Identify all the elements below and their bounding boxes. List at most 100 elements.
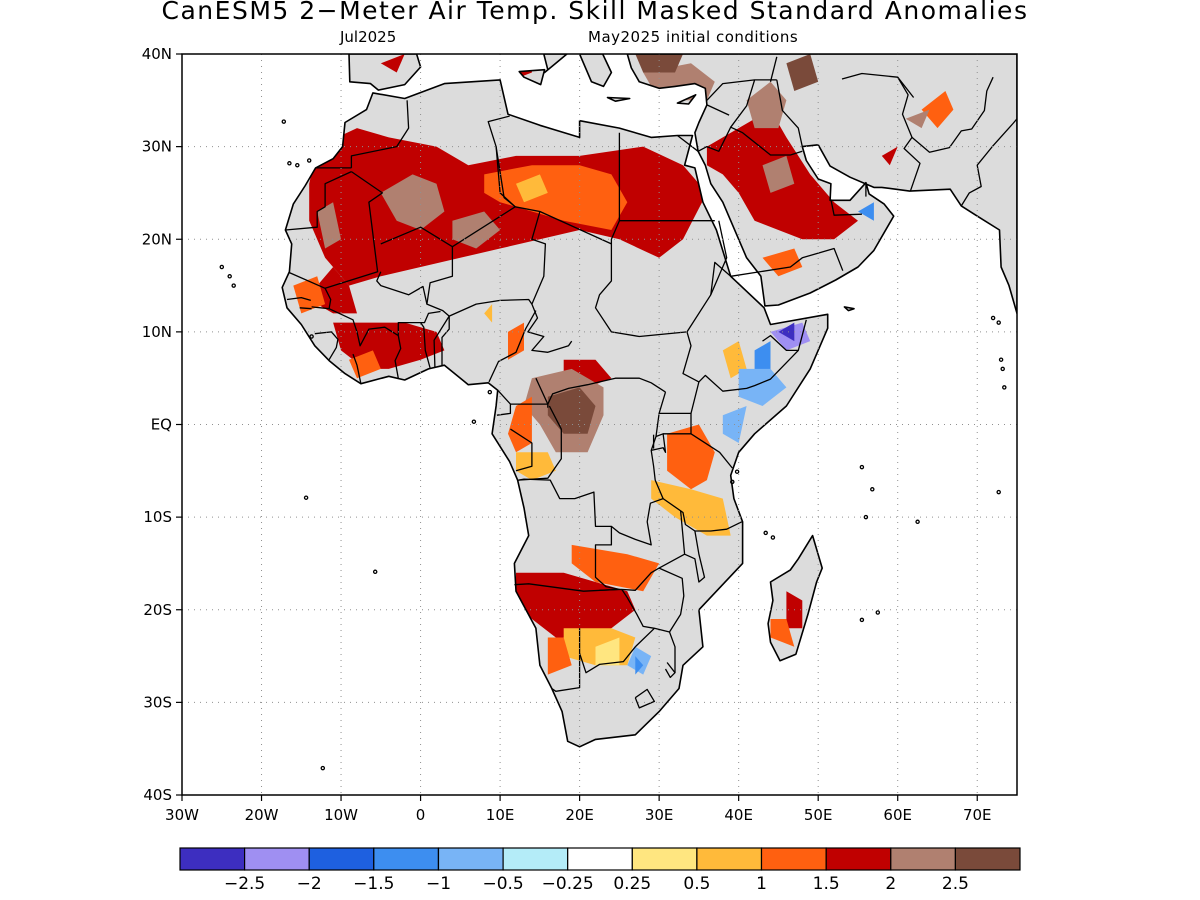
island [303,495,309,500]
country-border [376,271,428,305]
island [471,419,477,424]
lat-label: EQ [151,416,172,434]
country-border [706,79,777,101]
country-border [441,316,450,367]
colorbar-label: −1.5 [353,874,394,894]
island [1000,366,1005,372]
country-border [710,220,728,296]
island [859,464,865,470]
anomaly-region [484,304,493,323]
anomaly-region [635,54,683,73]
anomaly-layer [293,54,954,675]
country-border [841,72,915,98]
country-border [706,104,730,116]
colorbar-swatch [567,847,633,871]
anomaly-region [380,174,445,230]
coastline [518,68,546,86]
colorbar-label: 1.5 [813,874,840,894]
country-border [690,413,733,469]
lon-label: 20W [245,806,279,824]
country-border [328,308,441,347]
land-mass [349,54,421,91]
colorbar-label: −2 [297,874,322,894]
colorbar-swatch [954,847,1021,871]
country-border [285,171,352,231]
island [227,274,232,279]
country-border [488,310,537,383]
island [295,162,300,168]
coastline [281,79,829,748]
anomaly-region [762,155,795,193]
country-border [664,662,676,679]
anomaly-region [516,572,636,638]
anomaly-region [293,276,326,314]
country-border [830,199,862,216]
country-border [314,331,339,361]
anomaly-region [651,480,731,536]
island [231,283,236,288]
country-border [634,688,656,709]
country-border [762,334,799,352]
land-mass [579,54,612,87]
anomaly-region [516,174,548,203]
lat-label: 10N [142,323,172,341]
colorbar-swatch [890,847,956,871]
island [372,569,378,575]
colorbar-swatch [244,847,310,871]
country-border [677,134,699,152]
lat-label: 40S [143,786,172,804]
lon-label: 50E [804,806,833,824]
country-border [394,335,402,379]
anomaly-region [571,544,660,592]
island [320,765,326,771]
lat-label: 20N [142,230,172,248]
island [770,535,776,540]
coastline [676,94,697,105]
island [730,479,735,485]
colorbar-label: −2.5 [224,874,265,894]
lon-label: 10E [486,806,515,824]
island [219,264,225,270]
island [763,530,768,536]
island [870,487,875,492]
coastline [348,54,422,91]
colorbar-label: 0.5 [683,874,710,894]
anomaly-fills [293,54,954,675]
anomaly-region [746,81,787,129]
country-border [527,211,573,353]
lon-label: 20E [565,806,594,824]
map-title: CanESM5 2−Meter Air Temp. Skill Masked S… [161,0,1029,25]
island [915,519,920,525]
anomaly-region [858,202,874,221]
colorbar-label: 2 [885,874,896,894]
anomaly-region [635,656,644,675]
country-border [510,403,549,408]
anomaly-region [627,646,652,675]
initial-conditions: May2025 initial conditions [588,28,799,46]
island [998,357,1004,362]
colorbar-swatch [437,847,504,871]
colorbar-swatch [696,847,763,871]
colorbar-label: −0.5 [482,874,523,894]
country-border [518,405,562,481]
coastline [843,306,855,312]
country-border [535,377,549,405]
island [996,489,1001,495]
country-border [599,553,685,591]
coastline [606,96,631,102]
island [875,610,881,615]
island [996,320,1001,325]
country-border [960,118,1017,207]
anomaly-region [380,54,405,73]
country-border [311,288,332,310]
island [863,514,869,520]
colorbar-label: 1 [756,874,767,894]
colorbar-swatch [179,847,246,871]
country-border [621,589,670,633]
coastline [767,534,823,662]
country-border [426,246,533,317]
anomaly-region [595,637,620,666]
country-border [682,319,807,392]
colorbar-swatch [308,847,375,871]
